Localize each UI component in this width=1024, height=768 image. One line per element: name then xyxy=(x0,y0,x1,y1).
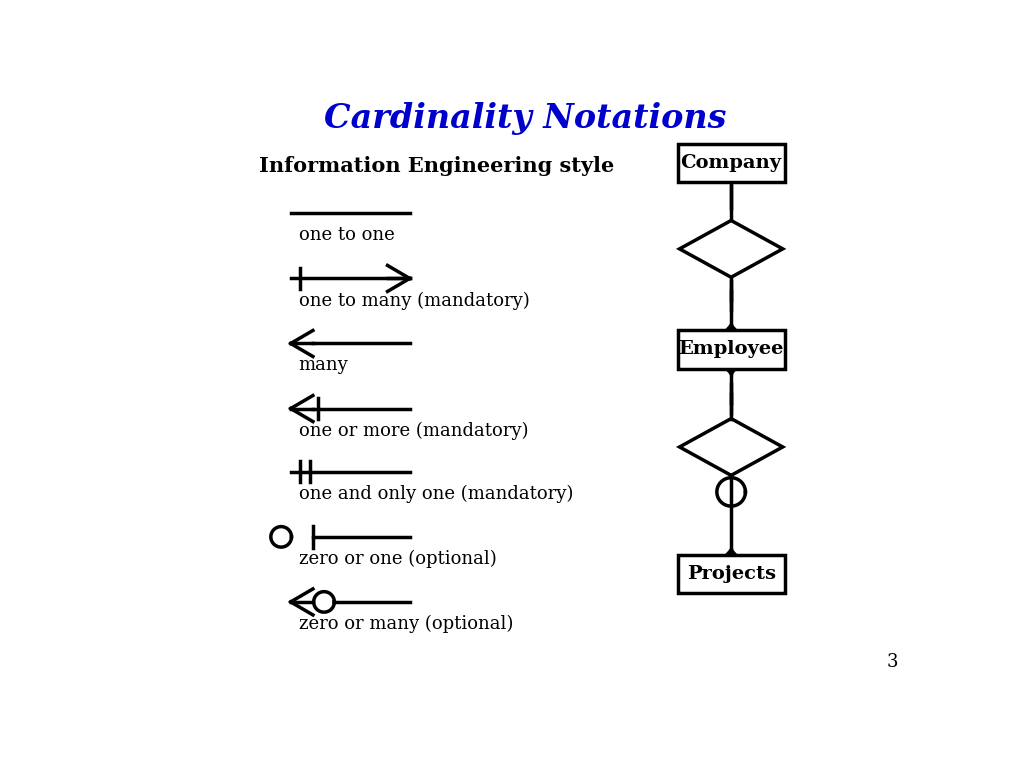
Text: one or more (mandatory): one or more (mandatory) xyxy=(299,422,528,440)
Text: 3: 3 xyxy=(887,653,898,670)
Text: Company: Company xyxy=(681,154,781,172)
Text: Employee: Employee xyxy=(679,340,783,359)
Text: one and only one (mandatory): one and only one (mandatory) xyxy=(299,485,573,503)
Bar xyxy=(678,330,784,369)
Text: zero or one (optional): zero or one (optional) xyxy=(299,550,497,568)
Text: Projects: Projects xyxy=(687,565,775,583)
Text: one to many (mandatory): one to many (mandatory) xyxy=(299,291,529,310)
Text: Information Engineering style: Information Engineering style xyxy=(259,156,614,176)
Text: one to one: one to one xyxy=(299,227,394,244)
Text: many: many xyxy=(299,356,348,375)
Bar xyxy=(678,555,784,594)
Text: zero or many (optional): zero or many (optional) xyxy=(299,615,513,633)
Bar xyxy=(678,144,784,182)
Text: Cardinality Notations: Cardinality Notations xyxy=(324,102,726,135)
